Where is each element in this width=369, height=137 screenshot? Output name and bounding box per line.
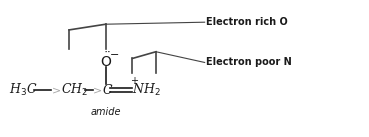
Text: >: > [93, 85, 102, 95]
Text: CH$_2$: CH$_2$ [61, 82, 88, 98]
Text: +: + [130, 76, 138, 86]
Text: NH$_2$: NH$_2$ [132, 82, 161, 98]
Text: Electron poor N: Electron poor N [207, 57, 292, 67]
Text: amide: amide [90, 107, 121, 117]
Text: $\ddot{\mathrm{O}}$: $\ddot{\mathrm{O}}$ [100, 52, 112, 70]
Text: >: > [52, 85, 61, 95]
Text: C: C [103, 84, 112, 97]
Text: −: − [110, 50, 120, 60]
Text: Electron rich O: Electron rich O [207, 17, 288, 27]
Text: H$_3$C: H$_3$C [9, 82, 37, 98]
